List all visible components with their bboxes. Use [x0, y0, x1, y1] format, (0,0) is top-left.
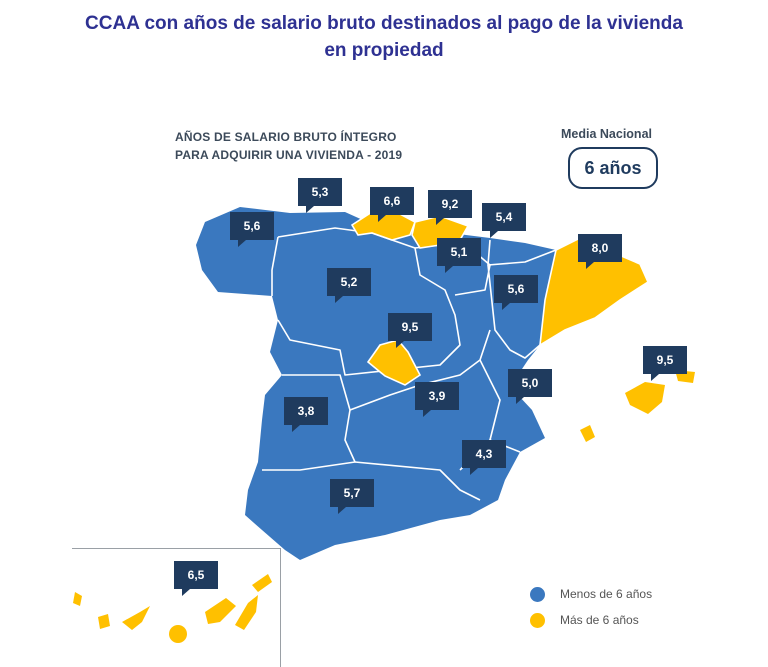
legend-dot-below [530, 586, 545, 602]
canarias-inset-frame [72, 548, 281, 667]
callout-value-cataluna: 8,0 [592, 241, 609, 255]
callout-galicia: 5,6 [230, 212, 274, 247]
callout-value-aragon: 5,6 [508, 282, 525, 296]
callout-box-cantabria [370, 187, 414, 222]
callout-value-murcia: 4,3 [476, 447, 493, 461]
callout-box-cataluna [578, 234, 622, 269]
callout-box-aragon [494, 275, 538, 310]
callout-value-castilla-leon: 5,2 [341, 275, 358, 289]
callout-murcia: 4,3 [462, 440, 506, 475]
callout-box-extremadura [284, 397, 328, 432]
title-line-1: CCAA con años de salario bruto destinado… [85, 13, 683, 34]
callout-value-andalucia: 5,7 [344, 486, 361, 500]
legend: Menos de 6 años Más de 6 años [530, 581, 652, 633]
callout-value-canarias: 6,5 [188, 568, 205, 582]
title-line-2: en propiedad [324, 40, 444, 61]
callout-value-galicia: 5,6 [244, 219, 261, 233]
callout-box-andalucia [330, 479, 374, 514]
callout-box-asturias [298, 178, 342, 213]
callout-la-rioja: 5,1 [437, 238, 481, 273]
callout-value-comunidad-valenciana: 5,0 [522, 376, 539, 390]
chart-title: CCAA con años de salario bruto destinado… [0, 10, 768, 64]
callout-value-extremadura: 3,8 [298, 404, 315, 418]
callout-comunidad-valenciana: 5,0 [508, 369, 552, 404]
callouts: 5,6 5,3 6,6 9,2 5,4 5,1 5,2 5,6 8,0 9,5 3,8 3,9 5,0 4… [174, 178, 687, 596]
callout-box-pais-vasco [428, 190, 472, 225]
callout-box-madrid [388, 313, 432, 348]
callout-value-la-rioja: 5,1 [451, 245, 468, 259]
callout-aragon: 5,6 [494, 275, 538, 310]
subtitle-line-2: PARA ADQUIRIR UNA VIVIENDA - 2019 [175, 148, 403, 162]
callout-value-navarra: 5,4 [496, 210, 513, 224]
callout-box-murcia [462, 440, 506, 475]
legend-dot-above [530, 612, 545, 628]
callout-canarias: 6,5 [174, 561, 218, 596]
callout-value-cantabria: 6,6 [384, 194, 401, 208]
callout-value-asturias: 5,3 [312, 185, 329, 199]
callout-value-baleares: 9,5 [657, 353, 674, 367]
callout-box-castilla-la-mancha [415, 382, 459, 417]
callout-box-navarra [482, 203, 526, 238]
legend-label-below: Menos de 6 años [560, 587, 653, 601]
callout-box-la-rioja [437, 238, 481, 273]
legend-item-above: Más de 6 años [530, 607, 652, 633]
callout-pais-vasco: 9,2 [428, 190, 472, 225]
peninsula-shape [196, 207, 556, 560]
callout-baleares: 9,5 [643, 346, 687, 381]
callout-castilla-la-mancha: 3,9 [415, 382, 459, 417]
national-average-label: Media Nacional [561, 127, 652, 141]
callout-asturias: 5,3 [298, 178, 342, 213]
region-madrid [366, 339, 422, 386]
callout-box-baleares [643, 346, 687, 381]
region-canarias [73, 574, 272, 643]
subtitle-line-1: AÑOS DE SALARIO BRUTO ÍNTEGRO [175, 130, 397, 144]
callout-box-galicia [230, 212, 274, 247]
callout-andalucia: 5,7 [330, 479, 374, 514]
callout-value-castilla-la-mancha: 3,9 [429, 389, 446, 403]
callout-box-castilla-leon [327, 268, 371, 303]
callout-value-pais-vasco: 9,2 [442, 197, 459, 211]
callout-box-canarias [174, 561, 218, 596]
callout-navarra: 5,4 [482, 203, 526, 238]
callout-cantabria: 6,6 [370, 187, 414, 222]
legend-label-above: Más de 6 años [560, 613, 639, 627]
callout-castilla-leon: 5,2 [327, 268, 371, 303]
callout-value-madrid: 9,5 [402, 320, 419, 334]
region-borders [262, 227, 557, 501]
legend-item-below: Menos de 6 años [530, 581, 652, 607]
callout-madrid: 9,5 [388, 313, 432, 348]
region-baleares-mallorca [625, 382, 665, 414]
callout-cataluna: 8,0 [578, 234, 622, 269]
region-baleares-ibiza [580, 425, 595, 442]
map-subtitle: AÑOS DE SALARIO BRUTO ÍNTEGRO PARA ADQUI… [175, 128, 402, 164]
callout-box-comunidad-valenciana [508, 369, 552, 404]
national-average-value: 6 años [568, 147, 658, 189]
callout-extremadura: 3,8 [284, 397, 328, 432]
